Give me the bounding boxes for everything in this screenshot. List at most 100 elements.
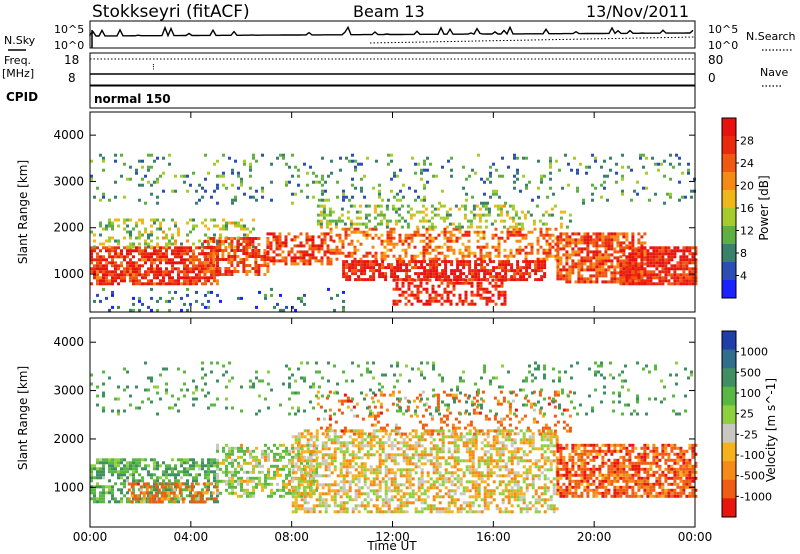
heatmap-cell [453, 441, 457, 445]
heatmap-cell [168, 246, 171, 250]
heatmap-cell [157, 488, 161, 492]
heatmap-cell [640, 255, 644, 259]
heatmap-cell [372, 269, 376, 273]
heatmap-cell [508, 225, 512, 229]
heatmap-cell [513, 153, 516, 157]
heatmap-cell [414, 432, 418, 436]
heatmap-cell [251, 255, 255, 258]
heatmap-cell [673, 276, 677, 280]
heatmap-cell [126, 264, 129, 268]
heatmap-cell [120, 497, 123, 501]
heatmap-cell [195, 479, 198, 483]
heatmap-cell [449, 236, 453, 240]
heatmap-cell [285, 180, 288, 184]
heatmap-cell [210, 491, 213, 495]
heatmap-cell [667, 282, 671, 286]
heatmap-cell [398, 233, 402, 237]
heatmap-cell [408, 480, 412, 484]
heatmap-cell [203, 246, 207, 249]
heatmap-cell [150, 264, 153, 268]
heatmap-cell [281, 250, 285, 254]
heatmap-cell [312, 476, 315, 480]
heatmap-cell [396, 441, 400, 445]
heatmap-cell [135, 461, 138, 465]
nsearch-label: N.Search [746, 30, 796, 43]
heatmap-cell [150, 458, 153, 462]
heatmap-cell [549, 186, 552, 190]
heatmap-cell [399, 441, 403, 445]
heatmap-cell [336, 489, 340, 493]
heatmap-cell [300, 494, 303, 498]
heatmap-cell [207, 171, 210, 175]
heatmap-cell [186, 174, 189, 178]
heatmap-cell [231, 183, 234, 187]
heatmap-cell [465, 275, 469, 279]
heatmap-cell [445, 225, 449, 229]
heatmap-cell [126, 270, 129, 274]
heatmap-cell [328, 219, 332, 223]
heatmap-cell [132, 270, 135, 274]
heatmap-cell [631, 255, 635, 259]
heatmap-cell [336, 492, 340, 496]
heatmap-cell [366, 510, 370, 514]
heatmap-cell [455, 239, 459, 243]
nave-right-tick-low: 0 [708, 71, 716, 85]
heatmap-cell [450, 435, 454, 439]
heatmap-cell [120, 488, 123, 492]
heatmap-cell [405, 459, 409, 463]
heatmap-cell [435, 471, 439, 475]
heatmap-cell [192, 479, 195, 483]
heatmap-cell [263, 261, 267, 264]
heatmap-cell [255, 461, 258, 465]
heatmap-cell [500, 290, 504, 294]
heatmap-cell [196, 500, 200, 504]
heatmap-cell [396, 504, 400, 508]
heatmap-cell [440, 302, 444, 306]
heatmap-cell [207, 299, 210, 303]
heatmap-cell [99, 267, 102, 271]
heatmap-cell [105, 461, 108, 465]
heatmap-cell [264, 479, 267, 483]
heatmap-cell [345, 266, 349, 270]
heatmap-cell [417, 260, 421, 264]
heatmap-cell [123, 236, 126, 240]
heatmap-cell [192, 464, 195, 468]
heatmap-cell [513, 180, 516, 184]
heatmap-cell [276, 470, 279, 474]
heatmap-cell [300, 459, 304, 463]
heatmap-cell [312, 444, 316, 448]
heatmap-cell [517, 222, 521, 226]
heatmap-cell [408, 438, 412, 442]
heatmap-cell [111, 282, 114, 286]
heatmap-cell [266, 238, 270, 242]
heatmap-cell [604, 244, 608, 248]
heatmap-cell [604, 235, 608, 239]
heatmap-cell [216, 500, 219, 504]
heatmap-cell [114, 497, 117, 501]
heatmap-cell [245, 243, 249, 246]
heatmap-cell [453, 272, 457, 276]
heatmap-cell [321, 486, 325, 490]
heatmap-cell [210, 494, 213, 498]
heatmap-cell [216, 464, 219, 468]
heatmap-cell [694, 252, 698, 256]
heatmap-cell [610, 265, 614, 269]
heatmap-cell [423, 266, 427, 270]
heatmap-cell [559, 238, 563, 242]
heatmap-cell [350, 239, 354, 243]
heatmap-cell [360, 504, 364, 508]
heatmap-cell [233, 258, 237, 261]
heatmap-cell [387, 510, 391, 514]
heatmap-cell [432, 498, 436, 502]
heatmap-cell [598, 259, 602, 263]
heatmap-cell [505, 210, 509, 214]
heatmap-cell [462, 186, 465, 190]
heatmap-cell [183, 267, 186, 271]
heatmap-cell [306, 480, 310, 484]
heatmap-cell [309, 507, 313, 511]
heatmap-cell [497, 290, 501, 294]
heatmap-cell [631, 238, 635, 242]
heatmap-cell [447, 477, 451, 481]
heatmap-cell [242, 240, 246, 243]
heatmap-cell [417, 266, 421, 270]
